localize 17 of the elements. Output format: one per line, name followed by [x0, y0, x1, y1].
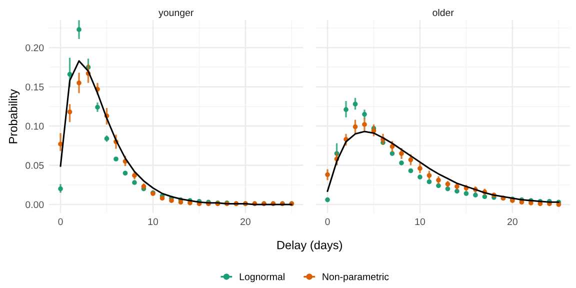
- y-tick-label: 0.15: [26, 84, 44, 90]
- x-tick-label: 10: [148, 218, 158, 226]
- y-axis-title: Probability: [8, 89, 20, 144]
- x-tick-label: 20: [240, 218, 250, 226]
- x-tick-label: 10: [415, 218, 426, 226]
- x-tick-label: 0: [325, 218, 330, 226]
- y-tick-label: 0.20: [26, 44, 44, 52]
- chart-title: older: [432, 8, 454, 16]
- chart-title: younger: [158, 10, 194, 18]
- y-tick-label: 0.05: [26, 162, 44, 169]
- legend-label: Lognormal: [240, 273, 284, 282]
- x-tick-label: 0: [58, 218, 63, 226]
- y-tick-label: 0.00: [26, 201, 44, 208]
- y-tick-label: 0.10: [26, 122, 44, 130]
- x-axis-title: Delay (days): [277, 240, 342, 252]
- x-tick-label: 20: [508, 218, 518, 226]
- legend-label: Non-parametric: [322, 273, 389, 282]
